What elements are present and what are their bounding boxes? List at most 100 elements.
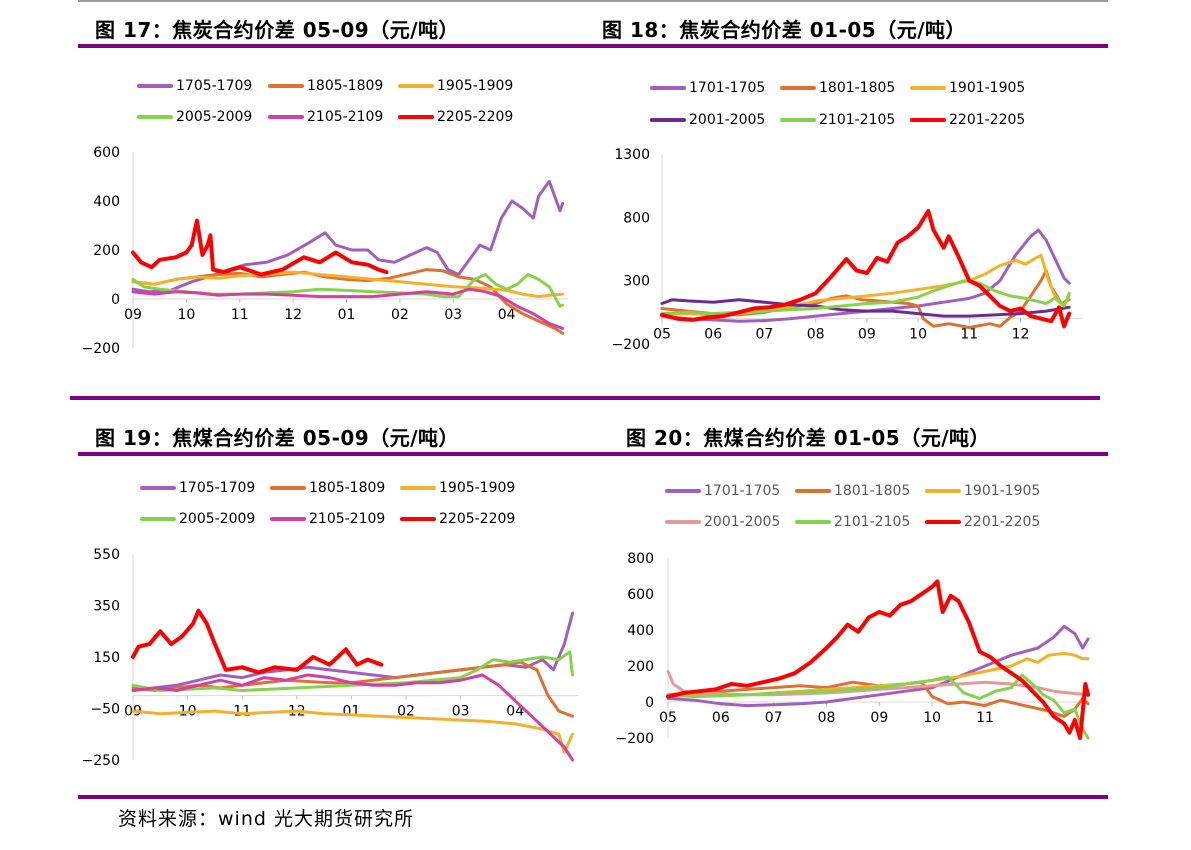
legend-swatch xyxy=(795,520,831,524)
footer-rule xyxy=(78,795,1108,799)
y-tick-label: 600 xyxy=(627,587,654,603)
legend-label: 1905-1909 xyxy=(437,78,514,94)
legend-swatch xyxy=(925,489,961,493)
y-tick-label: 1300 xyxy=(614,147,650,163)
x-tick-label: 07 xyxy=(765,710,783,726)
x-tick-label: 05 xyxy=(659,710,677,726)
legend-label: 2201-2205 xyxy=(949,112,1026,128)
legend-item: 1801-1805 xyxy=(795,483,910,499)
legend-swatch xyxy=(795,489,831,493)
legend-swatch xyxy=(270,486,306,490)
legend-swatch xyxy=(780,86,816,90)
series-line-2201-2205 xyxy=(660,209,1072,329)
legend-label: 1705-1709 xyxy=(176,78,253,94)
legend-swatch xyxy=(650,86,686,90)
legend-item: 2101-2105 xyxy=(795,514,910,530)
series-line-1905-1909 xyxy=(131,709,574,754)
legend-item: 2101-2105 xyxy=(780,112,895,128)
legend-swatch xyxy=(137,115,173,119)
legend-item: 2205-2209 xyxy=(400,511,515,527)
series-line-2205-2209 xyxy=(131,218,389,277)
legend-swatch xyxy=(650,118,686,122)
legend-label: 1705-1709 xyxy=(179,480,256,496)
chart-19-title-rule xyxy=(78,452,596,456)
x-tick-label: 10 xyxy=(177,307,195,323)
legend-item: 1901-1905 xyxy=(925,483,1040,499)
x-tick-label: 11 xyxy=(231,307,249,323)
legend-item: 2105-2109 xyxy=(268,109,383,125)
legend-label: 1801-1805 xyxy=(819,80,896,96)
series-line-1701-1705 xyxy=(660,228,1071,323)
x-tick-label: 12 xyxy=(284,307,302,323)
series-line-2201-2205 xyxy=(666,579,1090,740)
series-line-1901-1905 xyxy=(660,253,1071,317)
x-tick-label: 07 xyxy=(756,327,774,343)
legend-swatch xyxy=(665,489,701,493)
x-tick-label: 08 xyxy=(807,327,825,343)
y-tick-label: 400 xyxy=(627,623,654,639)
legend-item: 1801-1805 xyxy=(780,80,895,96)
x-tick-label: 08 xyxy=(818,710,836,726)
x-tick-label: 02 xyxy=(391,307,409,323)
legend-label: 2005-2009 xyxy=(179,511,256,527)
legend-label: 1805-1809 xyxy=(309,480,386,496)
y-tick-label: 550 xyxy=(93,547,120,563)
top-border-line xyxy=(78,0,1108,2)
legend-item: 1905-1909 xyxy=(400,480,515,496)
legend-swatch xyxy=(400,517,436,521)
chart-18-title-rule xyxy=(580,44,1108,48)
legend-swatch xyxy=(780,118,816,122)
x-tick-label: 09 xyxy=(870,710,888,726)
legend-item: 1805-1809 xyxy=(268,78,383,94)
series-line-1801-1805 xyxy=(666,680,1090,718)
legend-item: 1705-1709 xyxy=(140,480,255,496)
legend-label: 1701-1705 xyxy=(689,80,766,96)
x-tick-label: 10 xyxy=(909,327,927,343)
series-line-2105-2109 xyxy=(131,673,574,762)
source-note: 资料来源：wind 光大期货研究所 xyxy=(118,808,414,830)
legend-item: 1901-1905 xyxy=(910,80,1025,96)
legend-label: 1901-1905 xyxy=(949,80,1026,96)
x-tick-label: 09 xyxy=(124,307,142,323)
legend-swatch xyxy=(398,115,434,119)
legend-label: 2005-2009 xyxy=(176,109,253,125)
legend-swatch xyxy=(665,520,701,524)
legend-item: 2005-2009 xyxy=(137,109,252,125)
legend-item: 2001-2005 xyxy=(650,112,765,128)
chart-20-title: 图 20：焦煤合约价差 01-05（元/吨） xyxy=(626,426,991,450)
legend-item: 2201-2205 xyxy=(910,112,1025,128)
x-tick-label: 11 xyxy=(960,327,978,343)
y-tick-label: 350 xyxy=(93,599,120,615)
series-line-2205-2209 xyxy=(131,608,384,675)
legend-label: 2101-2105 xyxy=(834,514,911,530)
legend-label: 1905-1909 xyxy=(439,480,516,496)
legend-swatch xyxy=(268,115,304,119)
legend-label: 2105-2109 xyxy=(309,511,386,527)
x-tick-label: 06 xyxy=(712,710,730,726)
series-line-1705-1709 xyxy=(131,179,565,294)
x-tick-label: 05 xyxy=(653,327,671,343)
x-tick-label: 11 xyxy=(976,710,994,726)
x-tick-label: 04 xyxy=(498,307,516,323)
series-line-2001-2005 xyxy=(660,298,1071,318)
x-tick-label: 09 xyxy=(858,327,876,343)
series-line-2101-2105 xyxy=(660,279,1071,316)
series-line-1705-1709 xyxy=(131,611,574,692)
legend-item: 2001-2005 xyxy=(665,514,780,530)
legend-label: 1901-1905 xyxy=(964,483,1041,499)
legend-swatch xyxy=(398,84,434,88)
x-tick-label: 04 xyxy=(506,704,524,720)
legend-item: 1701-1705 xyxy=(665,483,780,499)
legend-swatch xyxy=(400,486,436,490)
x-tick-label: 03 xyxy=(452,704,470,720)
chart-17-title: 图 17：焦炭合约价差 05-09（元/吨） xyxy=(95,18,460,42)
legend-label: 2201-2205 xyxy=(964,514,1041,530)
chart-17-title-rule xyxy=(78,44,580,48)
x-tick-label: 12 xyxy=(1012,327,1030,343)
y-tick-label: 400 xyxy=(93,194,120,210)
series-line-1701-1705 xyxy=(666,624,1090,708)
legend-swatch xyxy=(140,517,176,521)
series-line-2101-2105 xyxy=(666,673,1090,740)
